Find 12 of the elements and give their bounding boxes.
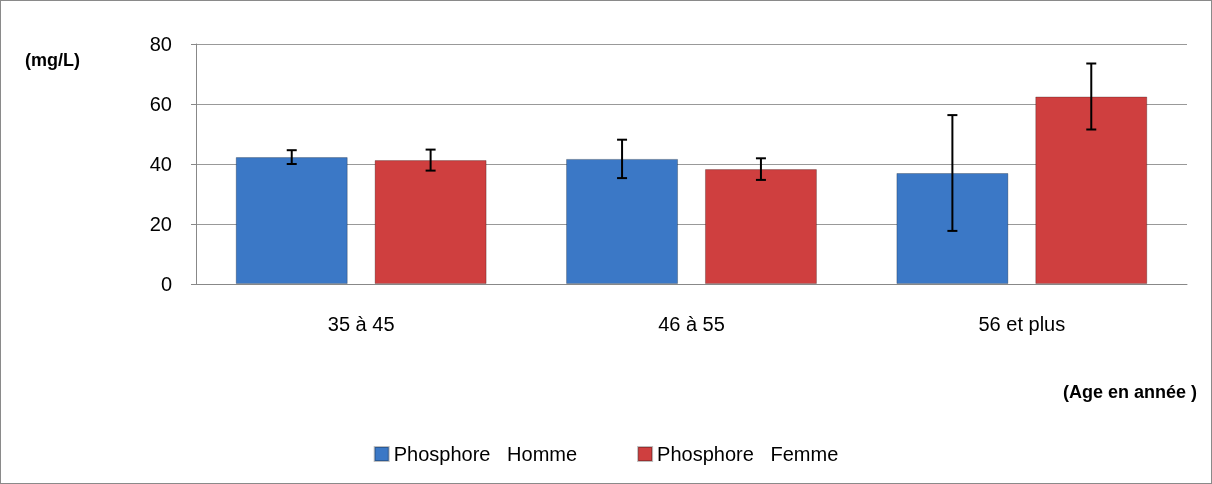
x-tick-label: 35 à 45 [327, 313, 395, 335]
y-axis-title: (mg/L) [25, 50, 80, 70]
legend-label: Phosphore Homme [393, 443, 578, 465]
x-axis-title: (Age en année ) [1062, 382, 1198, 402]
legend-label: Phosphore Femme [657, 443, 839, 465]
x-tick-label: 56 et plus [978, 313, 1066, 335]
y-tick-label: 20 [149, 213, 172, 235]
y-tick-label: 80 [149, 33, 172, 55]
y-tick-label: 0 [160, 273, 172, 295]
y-tick-label: 60 [149, 93, 172, 115]
x-tick-label: 46 à 55 [658, 313, 725, 335]
y-tick-label: 40 [149, 153, 172, 175]
